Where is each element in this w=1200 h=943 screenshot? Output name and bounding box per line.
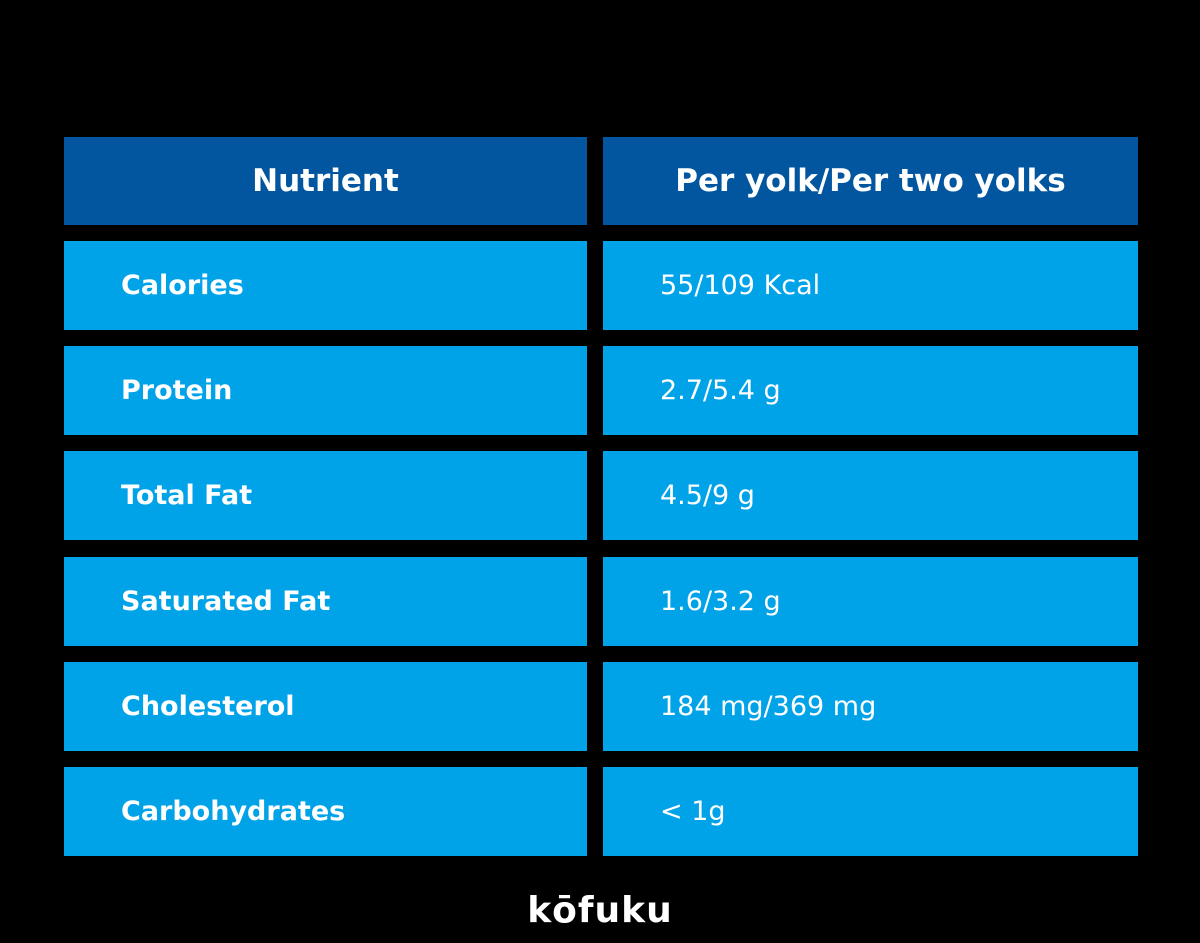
nutrient-cell: Protein [64, 346, 587, 436]
value-cell: 184 mg/369 mg [603, 661, 1138, 751]
nutrient-cell: Total Fat [64, 451, 587, 541]
nutrient-cell: Cholesterol [64, 661, 587, 751]
header-cell: Per yolk/Per two yolks [603, 137, 1138, 225]
value-cell: 4.5/9 g [603, 451, 1138, 541]
nutrient-cell: Carbohydrates [64, 767, 587, 856]
value-cell: < 1g [603, 767, 1138, 856]
header-cell: Nutrient [64, 137, 587, 225]
value-cell: 2.7/5.4 g [603, 346, 1138, 436]
nutrient-cell: Saturated Fat [64, 556, 587, 646]
value-cell: 1.6/3.2 g [603, 556, 1138, 646]
value-cell: 55/109 Kcal [603, 241, 1138, 330]
logo: kōfuku [527, 890, 673, 931]
nutrient-cell: Calories [64, 241, 587, 330]
